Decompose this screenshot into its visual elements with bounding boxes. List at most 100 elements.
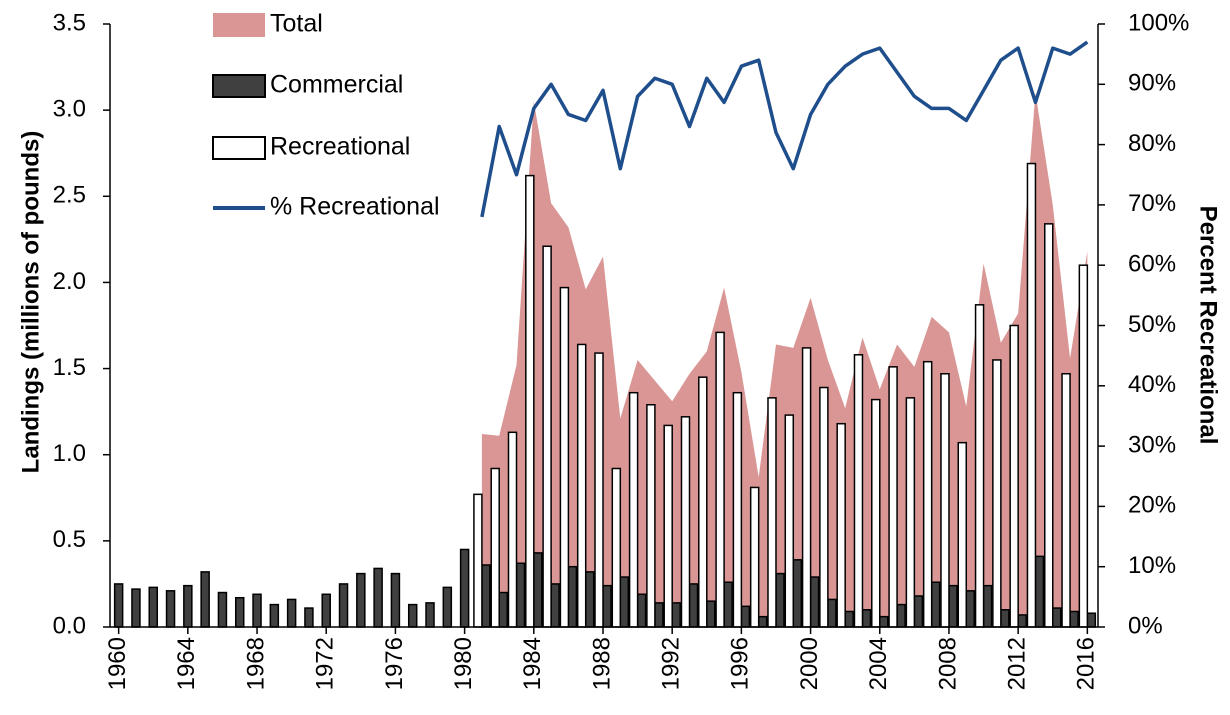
commercial-bar (200, 571, 210, 628)
commercial-bar (498, 591, 508, 628)
y-tick-label: 3.5 (53, 9, 86, 36)
commercial-bar (602, 584, 612, 628)
commercial-bar (234, 596, 245, 628)
commercial-bar (533, 552, 543, 628)
commercial-bar (688, 583, 699, 628)
y2-tick-label: 20% (1128, 492, 1176, 519)
commercial-bar (304, 607, 314, 628)
commercial-bar (407, 603, 418, 628)
recreational-bar (871, 398, 881, 628)
recreational-bar (1061, 372, 1071, 628)
commercial-bar (1086, 612, 1097, 628)
recreational-bar (888, 366, 898, 628)
recreational-bar (836, 422, 846, 628)
recreational-bar (611, 467, 622, 628)
recreational-bar (853, 354, 864, 628)
commercial-bar (636, 593, 647, 628)
commercial-bar (356, 572, 366, 628)
y-axis-title: Landings (millions of pounds) (17, 131, 44, 474)
commercial-bar (113, 583, 124, 628)
y-tick-label: 2.5 (53, 182, 86, 209)
y2-tick-label: 70% (1128, 190, 1176, 217)
x-tick-label: 1976 (381, 637, 408, 690)
commercial-bar (148, 586, 158, 628)
y2-tick-label: 100% (1128, 9, 1189, 36)
commercial-bar (481, 564, 491, 628)
y-tick-label: 1.5 (53, 354, 86, 381)
commercial-bar (948, 584, 958, 628)
recreational-bar (922, 360, 933, 628)
commercial-bar (654, 602, 664, 628)
legend-swatch (213, 13, 265, 37)
commercial-bar (373, 567, 383, 628)
recreational-bar (646, 404, 656, 628)
commercial-bar (1000, 609, 1010, 628)
commercial-bar (792, 559, 803, 628)
recreational-bar (974, 304, 985, 628)
recreational-bar (542, 245, 552, 628)
commercial-bar (425, 602, 435, 628)
x-tick-label: 1988 (588, 637, 615, 690)
x-tick-label: 1980 (450, 637, 477, 690)
legend-swatch (212, 74, 266, 98)
commercial-bar (619, 576, 630, 628)
recreational-bar (628, 391, 639, 628)
recreational-bar (663, 424, 673, 628)
legend-label: % Recreational (270, 193, 440, 221)
recreational-bar (940, 372, 950, 628)
commercial-bar (390, 572, 401, 628)
recreational-bar (801, 347, 812, 628)
commercial-bar (183, 584, 193, 628)
commercial-bar (252, 593, 262, 628)
y2-axis-title: Percent Recreational (1195, 206, 1222, 445)
x-tick-label: 1996 (727, 637, 754, 690)
recreational-bar (819, 386, 829, 628)
recreational-bar (490, 467, 500, 628)
y-tick-label: 0.5 (53, 526, 86, 553)
recreational-bar (767, 397, 777, 628)
commercial-bar (775, 572, 785, 628)
recreational-bar (525, 174, 535, 628)
commercial-bar (165, 590, 176, 628)
commercial-bar (515, 562, 526, 628)
commercial-bar (442, 586, 453, 628)
commercial-bar (1034, 555, 1045, 628)
commercial-bar (131, 588, 141, 628)
x-tick-label: 2012 (1004, 637, 1031, 690)
y2-tick-label: 50% (1128, 311, 1176, 338)
legend-label: Recreational (270, 133, 410, 161)
y-tick-label: 2.0 (53, 268, 86, 295)
x-tick-label: 1960 (104, 637, 131, 690)
commercial-bar (740, 605, 751, 628)
y2-tick-label: 60% (1128, 251, 1176, 278)
commercial-bar (706, 600, 716, 628)
legend-label: Commercial (270, 71, 403, 99)
commercial-bar (217, 591, 228, 628)
commercial-bar (1052, 607, 1062, 628)
commercial-bar (1069, 610, 1079, 628)
legend-swatch (212, 136, 266, 160)
recreational-bar (715, 331, 725, 628)
y2-tick-label: 90% (1128, 70, 1176, 97)
recreational-bar (1026, 162, 1037, 628)
commercial-bar (567, 565, 578, 628)
x-tick-label: 2000 (796, 637, 823, 690)
commercial-bar (723, 581, 733, 628)
commercial-bar (879, 615, 889, 628)
recreational-bar (992, 359, 1002, 628)
y-tick-label: 0.0 (53, 612, 86, 639)
recreational-bar (680, 416, 691, 628)
x-tick-label: 1964 (173, 637, 200, 690)
x-tick-label: 1992 (658, 637, 685, 690)
commercial-bar (1017, 614, 1027, 628)
recreational-bar (1078, 264, 1089, 628)
y2-tick-label: 80% (1128, 130, 1176, 157)
recreational-bar (473, 493, 483, 628)
commercial-bar (550, 583, 560, 628)
commercial-bar (930, 581, 941, 628)
commercial-bar (671, 602, 681, 628)
x-tick-label: 2016 (1073, 637, 1100, 690)
commercial-bar (827, 598, 837, 628)
commercial-bar (965, 590, 976, 628)
